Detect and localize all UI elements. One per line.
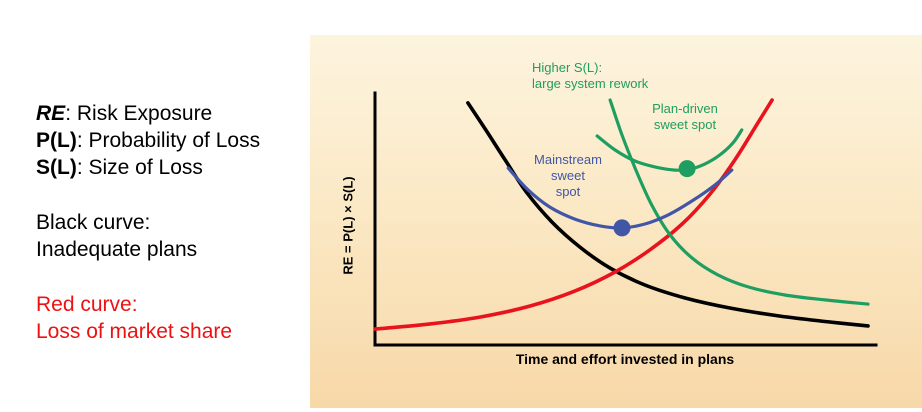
risk-exposure-chart — [373, 91, 878, 347]
plan-driven-line1: Plan-driven — [652, 101, 718, 116]
legend-pl-rest: : Probability of Loss — [76, 129, 261, 152]
higher-sl-annotation: Higher S(L): large system rework — [532, 60, 648, 92]
plan-driven-total-risk-curve — [595, 128, 744, 172]
mainstream-total-risk-sweet-spot-dot — [613, 219, 631, 237]
legend-sl-line: S(L): Size of Loss — [36, 154, 260, 181]
red-curve-description: Loss of market share — [36, 320, 233, 343]
legend-re-term: RE — [36, 102, 66, 125]
mainstream-line2: sweet — [551, 168, 585, 183]
legend-panel: RE: Risk Exposure P(L): Probability of L… — [36, 100, 260, 373]
legend-red-curve: Red curve: Loss of market share — [36, 291, 260, 345]
legend-pl-line: P(L): Probability of Loss — [36, 127, 260, 154]
higher-sl-line1: Higher S(L): — [532, 60, 603, 75]
legend-pl-term: P(L) — [36, 129, 77, 152]
plan-driven-total-risk-sweet-spot-dot — [678, 160, 696, 178]
legend-re-rest: : Risk Exposure — [65, 102, 213, 125]
black-curve-label: Black curve: — [36, 211, 151, 234]
legend-re-line: RE: Risk Exposure — [36, 100, 260, 127]
plan-driven-line2: sweet spot — [653, 117, 717, 132]
red-curve-label: Red curve: — [36, 293, 138, 316]
mainstream-line1: Mainstream — [534, 152, 602, 167]
y-axis-label: RE = P(L) × S(L) — [340, 176, 356, 275]
risk-exposure-chart-panel: Higher S(L): large system rework Plan-dr… — [310, 35, 922, 408]
black-curve-description: Inadequate plans — [36, 238, 198, 261]
legend-black-curve: Black curve: Inadequate plans — [36, 209, 260, 263]
chart-axes — [373, 91, 878, 347]
legend-sl-rest: : Size of Loss — [76, 156, 203, 179]
loss-of-market-share-curve — [373, 98, 774, 331]
legend-definitions: RE: Risk Exposure P(L): Probability of L… — [36, 100, 260, 181]
mainstream-sweet-spot-annotation: Mainstream sweet spot — [520, 152, 616, 200]
legend-sl-term: S(L) — [36, 156, 77, 179]
higher-sl-line2: large system rework — [532, 76, 649, 91]
x-axis-label: Time and effort invested in plans — [515, 351, 735, 367]
plan-driven-sweet-spot-annotation: Plan-driven sweet spot — [629, 101, 741, 133]
mainstream-line3: spot — [555, 184, 581, 199]
inadequate-plans-curve — [466, 101, 870, 328]
